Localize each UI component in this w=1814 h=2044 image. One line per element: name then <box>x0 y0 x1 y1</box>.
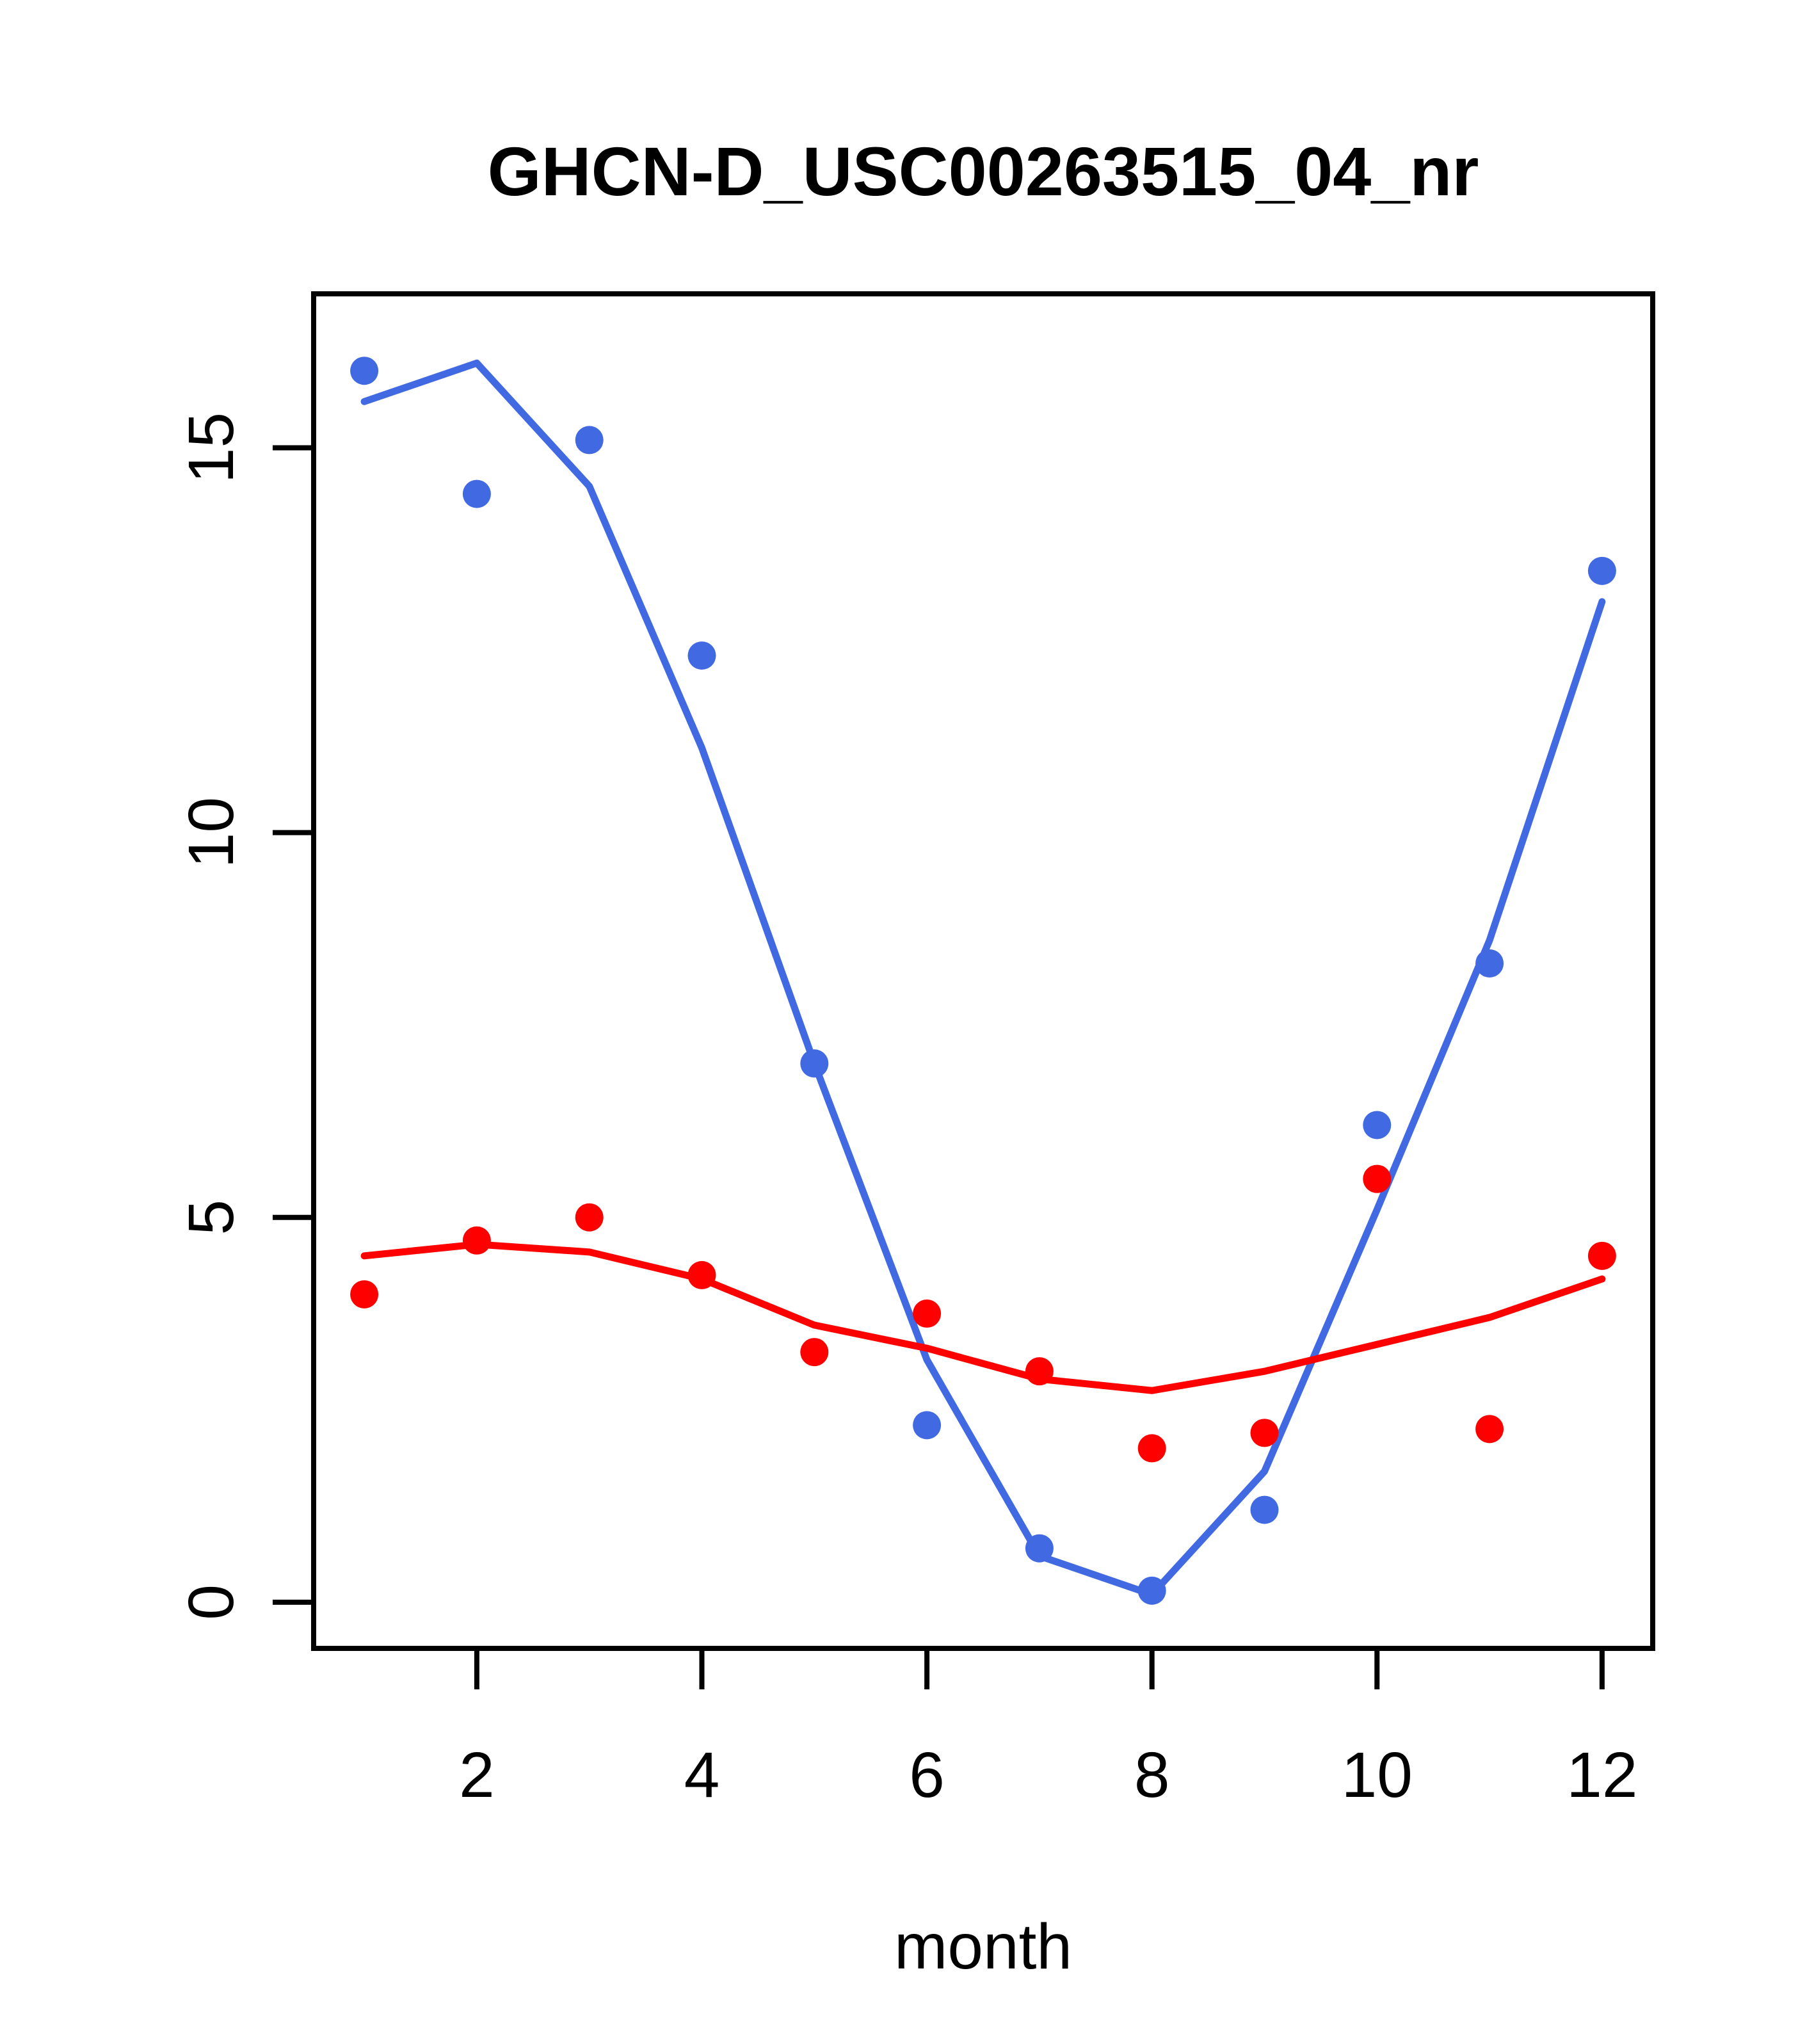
red-monthly-points <box>350 1164 1616 1463</box>
chart-title: GHCN-D_USC00263515_04_nr <box>488 133 1479 210</box>
y-tick-label: 10 <box>175 797 247 868</box>
x-tick-label: 2 <box>459 1739 495 1811</box>
data-point <box>462 479 491 508</box>
data-point <box>350 1280 379 1308</box>
data-point <box>1250 1419 1279 1447</box>
x-tick-label: 12 <box>1566 1739 1637 1811</box>
data-point <box>1475 949 1504 978</box>
data-point <box>1025 1534 1054 1563</box>
data-point <box>913 1411 942 1440</box>
x-tick-label: 10 <box>1342 1739 1413 1811</box>
data-point <box>1363 1164 1392 1193</box>
data-point <box>1475 1415 1504 1444</box>
x-tick-label: 6 <box>909 1739 945 1811</box>
data-point <box>687 1260 716 1289</box>
x-tick-label: 4 <box>684 1739 720 1811</box>
x-axis-label: month <box>894 1911 1072 1983</box>
y-tick-label: 0 <box>175 1584 247 1620</box>
data-point <box>462 1226 491 1255</box>
data-point <box>1137 1434 1166 1463</box>
y-tick-label: 5 <box>175 1200 247 1235</box>
plot-frame <box>311 291 1655 1651</box>
red-lowess-fit <box>360 1241 1606 1394</box>
blue-lowess-fit <box>360 359 1606 1598</box>
x-tick-label: 8 <box>1134 1739 1170 1811</box>
data-point <box>687 641 716 670</box>
axes-layer: 2 4 6 8 10 12 0 5 10 15 <box>175 291 1655 1811</box>
data-point <box>1587 556 1616 585</box>
data-point <box>575 426 604 455</box>
data-point <box>800 1049 829 1078</box>
data-point <box>1137 1576 1166 1605</box>
y-tick-label: 15 <box>175 412 247 483</box>
data-point <box>575 1203 604 1232</box>
data-point <box>350 357 379 385</box>
data-point <box>1025 1357 1054 1386</box>
data-point <box>913 1300 942 1328</box>
data-point <box>1363 1111 1392 1139</box>
data-point <box>1587 1241 1616 1270</box>
data-point <box>800 1338 829 1367</box>
series-layer <box>350 357 1616 1605</box>
data-point <box>1250 1495 1279 1524</box>
blue-monthly-points <box>350 357 1616 1605</box>
